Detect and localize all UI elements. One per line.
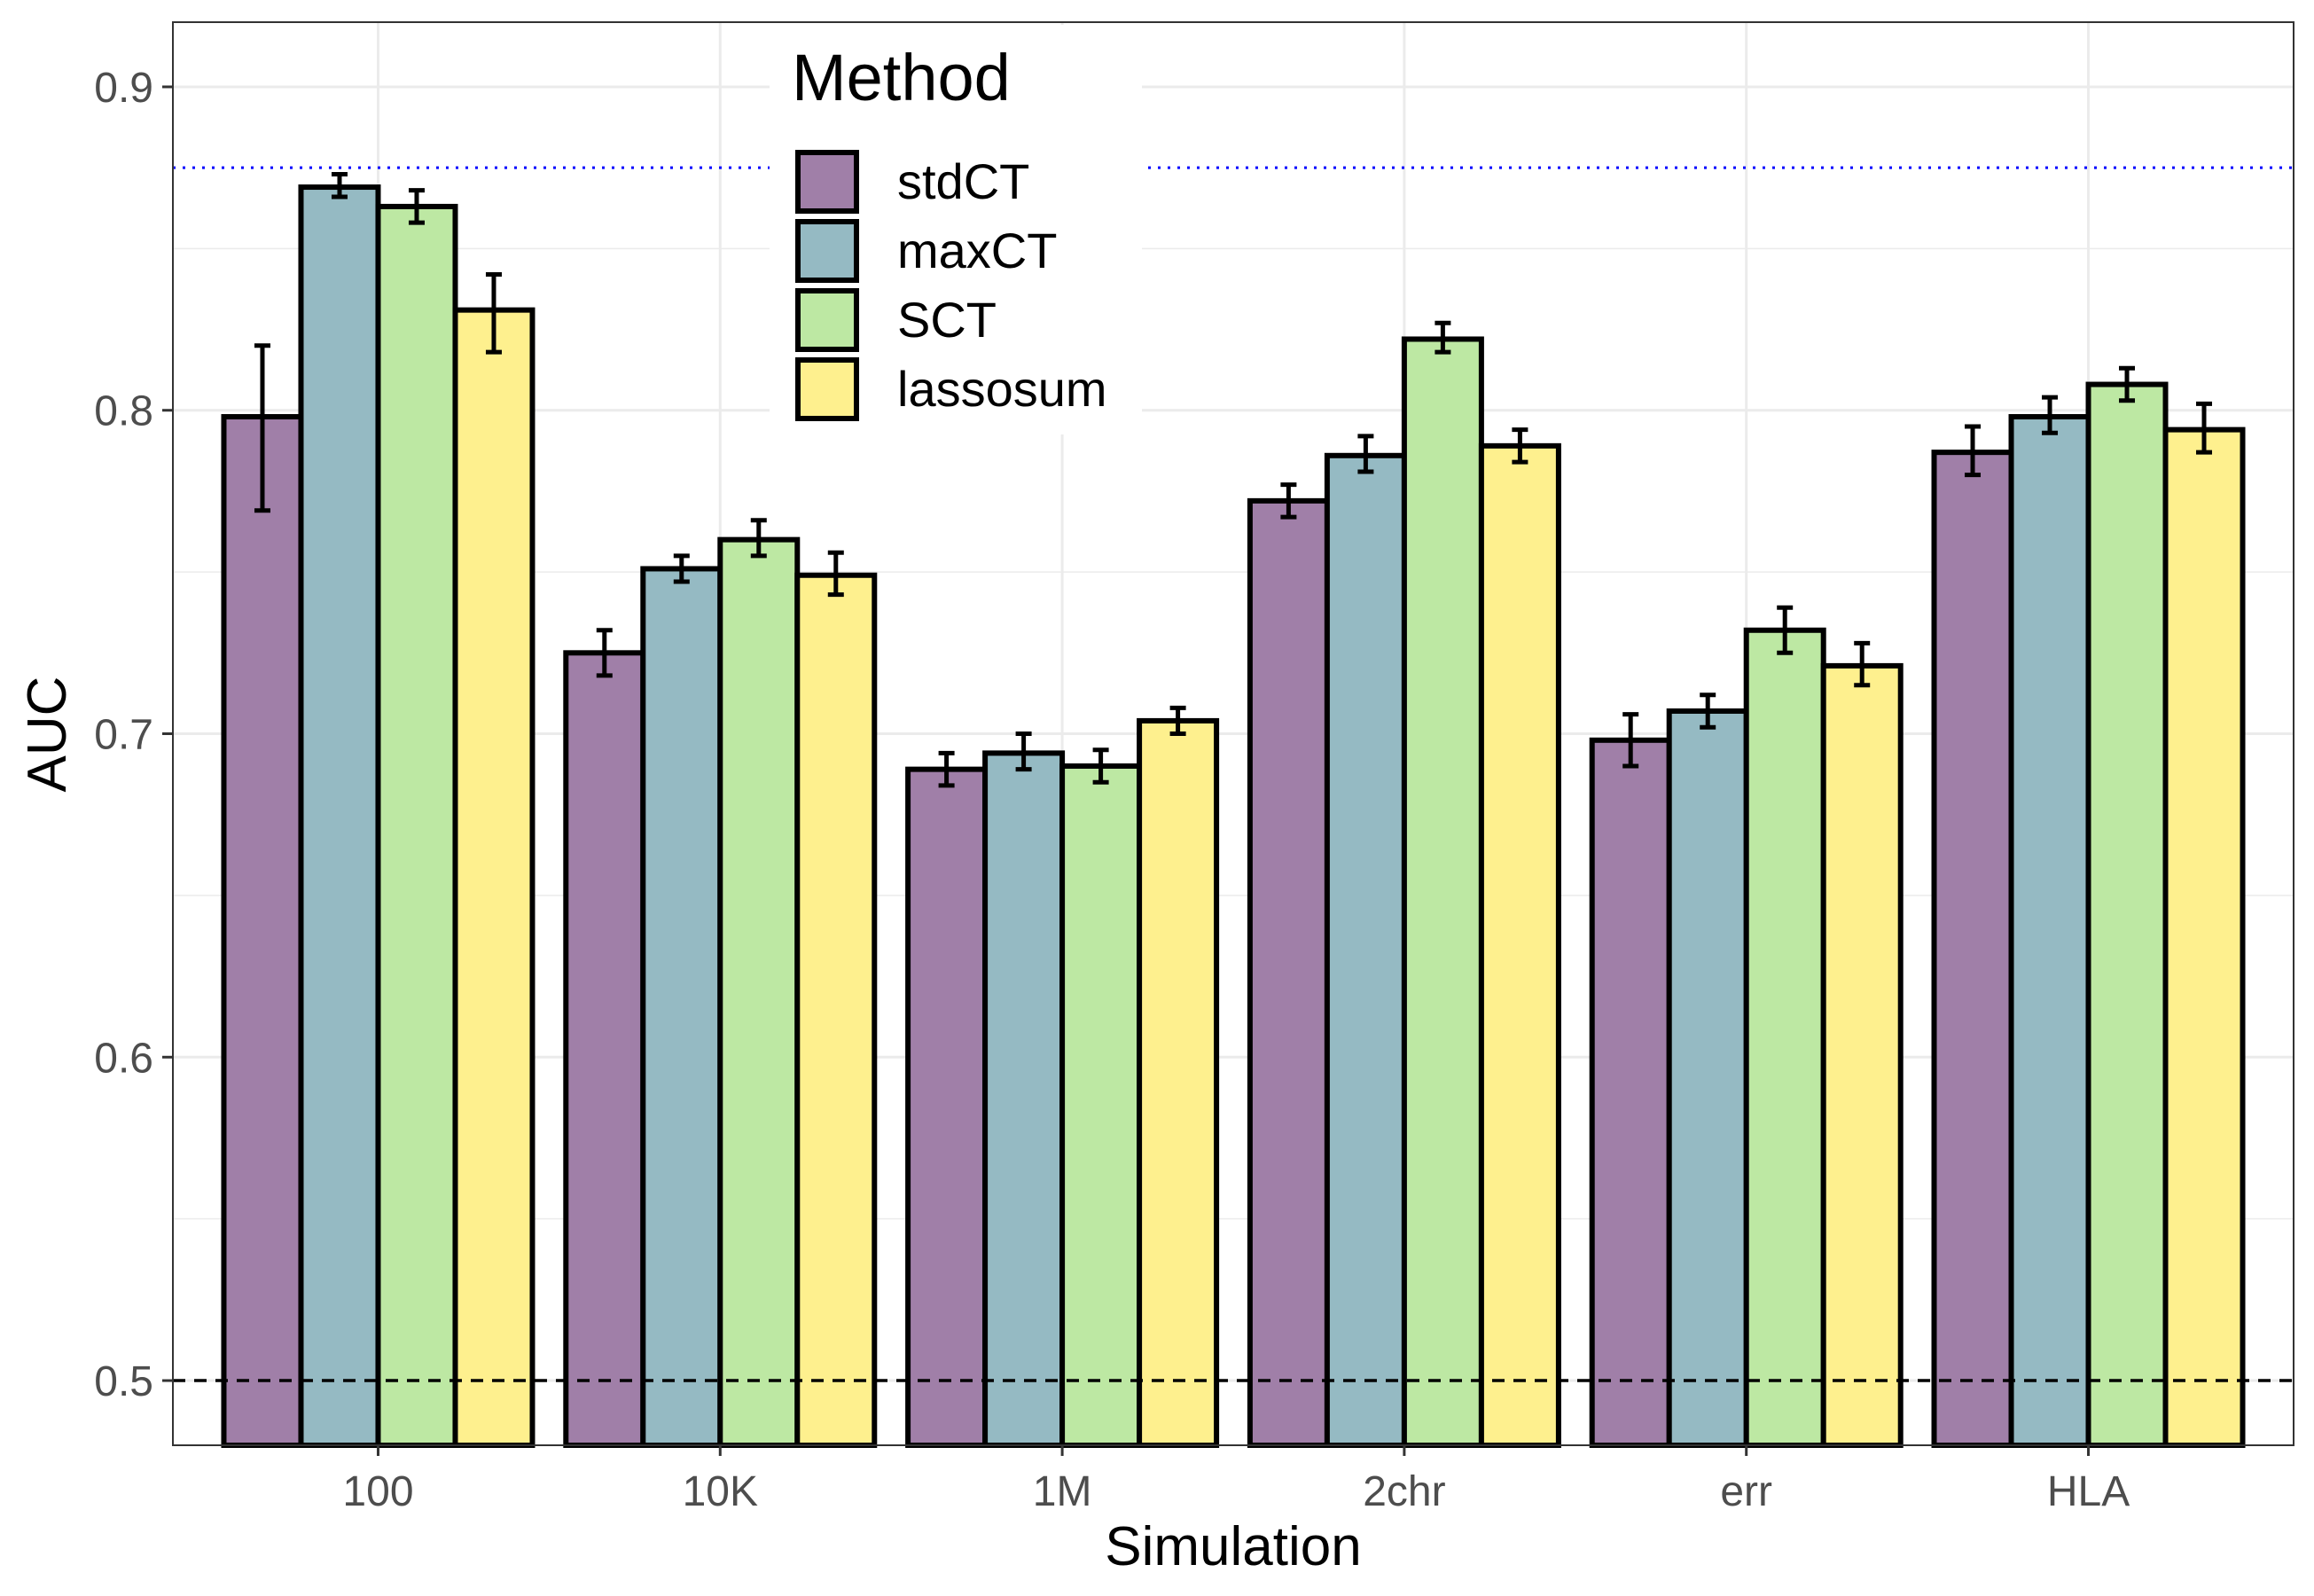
x-tick-label: 1M xyxy=(1033,1468,1092,1515)
errorbar-lassosum-1M xyxy=(1169,705,1186,736)
x-tick-label: 10K xyxy=(683,1468,758,1515)
errorbar-maxCT-10K xyxy=(673,553,690,584)
y-tick-label: 0.5 xyxy=(94,1358,153,1405)
bar-stdCT-2chr xyxy=(1247,497,1330,1448)
bar-lassosum-err xyxy=(1820,662,1904,1448)
errorbar-maxCT-err xyxy=(1700,692,1716,730)
bar-lassosum-2chr xyxy=(1478,442,1561,1448)
errorbar-SCT-err xyxy=(1777,605,1794,655)
bar-maxCT-2chr xyxy=(1324,452,1407,1449)
y-tick-label: 0.9 xyxy=(94,65,153,112)
legend-item-stdCT: stdCT xyxy=(795,150,1029,214)
legend-item-SCT: SCT xyxy=(795,288,997,352)
legend-swatch xyxy=(795,150,859,214)
axis-ticks: 0.5 0.6 0.7 0.8 0.9 100 10K 1M 2chr err HLA xyxy=(94,65,2130,1515)
errorbar-maxCT-100 xyxy=(331,171,348,200)
bar-SCT-1M xyxy=(1059,763,1143,1448)
bar-SCT-10K xyxy=(717,536,801,1448)
bar-stdCT-err xyxy=(1589,737,1672,1448)
bar-maxCT-10K xyxy=(640,566,723,1448)
bar-SCT-err xyxy=(1743,627,1826,1448)
bars xyxy=(221,184,2246,1449)
errorbar-stdCT-2chr xyxy=(1280,482,1297,520)
legend-items: stdCT maxCT SCT lassosum xyxy=(795,150,1107,421)
bar-lassosum-HLA xyxy=(2162,426,2246,1448)
bar-stdCT-10K xyxy=(563,650,646,1448)
reference-lines xyxy=(173,166,2294,1382)
errorbar-SCT-HLA xyxy=(2119,365,2136,403)
bar-lassosum-100 xyxy=(452,307,536,1449)
bar-stdCT-100 xyxy=(221,414,304,1449)
legend-item-lassosum: lassosum xyxy=(795,357,1107,421)
errorbar-lassosum-2chr xyxy=(1512,427,1528,465)
bar-lassosum-10K xyxy=(794,572,878,1448)
errorbar-lassosum-10K xyxy=(827,550,844,598)
x-tick-label: 2chr xyxy=(1363,1468,1445,1515)
y-tick-label: 0.6 xyxy=(94,1035,153,1082)
x-tick-label: err xyxy=(1720,1468,1772,1515)
bar-maxCT-100 xyxy=(298,184,381,1449)
bar-SCT-2chr xyxy=(1401,336,1484,1448)
legend-label: stdCT xyxy=(897,153,1029,209)
legend-label: SCT xyxy=(897,292,997,348)
legend-label: lassosum xyxy=(897,361,1107,417)
legend-label: maxCT xyxy=(897,223,1057,278)
errorbar-maxCT-HLA xyxy=(2042,395,2059,435)
bar-SCT-HLA xyxy=(2085,381,2169,1449)
legend-swatch xyxy=(795,219,859,283)
bar-stdCT-HLA xyxy=(1931,450,2014,1449)
bar-stdCT-1M xyxy=(905,766,989,1448)
errorbar-SCT-2chr xyxy=(1435,320,1451,355)
errorbar-lassosum-HLA xyxy=(2196,401,2213,455)
legend-swatch xyxy=(795,288,859,352)
legend-item-maxCT: maxCT xyxy=(795,219,1057,283)
errorbar-lassosum-err xyxy=(1854,640,1871,688)
errorbar-SCT-10K xyxy=(750,518,767,559)
error-bars xyxy=(254,171,2213,788)
errorbar-stdCT-100 xyxy=(254,343,270,513)
bar-SCT-100 xyxy=(375,203,458,1449)
bar-maxCT-1M xyxy=(982,750,1066,1448)
x-tick-label: HLA xyxy=(2047,1468,2130,1515)
bar-maxCT-err xyxy=(1666,708,1749,1448)
errorbar-SCT-100 xyxy=(408,188,425,225)
bar-lassosum-1M xyxy=(1137,717,1220,1448)
y-tick-label: 0.7 xyxy=(94,712,153,759)
legend-title: Method xyxy=(792,41,1011,114)
y-tick-label: 0.8 xyxy=(94,388,153,435)
x-tick-label: 100 xyxy=(342,1468,413,1515)
errorbar-stdCT-1M xyxy=(938,750,955,788)
legend-swatch xyxy=(795,357,859,421)
errorbar-maxCT-2chr xyxy=(1357,434,1374,474)
legend: Method stdCT maxCT SCT lassosum xyxy=(770,25,1142,434)
x-axis-title: Simulation xyxy=(1105,1516,1361,1577)
errorbar-maxCT-1M xyxy=(1015,732,1032,772)
bar-maxCT-HLA xyxy=(2008,414,2091,1449)
errorbar-lassosum-100 xyxy=(485,272,502,355)
errorbar-SCT-1M xyxy=(1092,747,1109,785)
y-axis-title: AUC xyxy=(17,677,78,793)
errorbar-stdCT-HLA xyxy=(1965,424,1982,478)
errorbar-stdCT-err xyxy=(1622,712,1639,769)
errorbar-stdCT-10K xyxy=(596,628,613,678)
